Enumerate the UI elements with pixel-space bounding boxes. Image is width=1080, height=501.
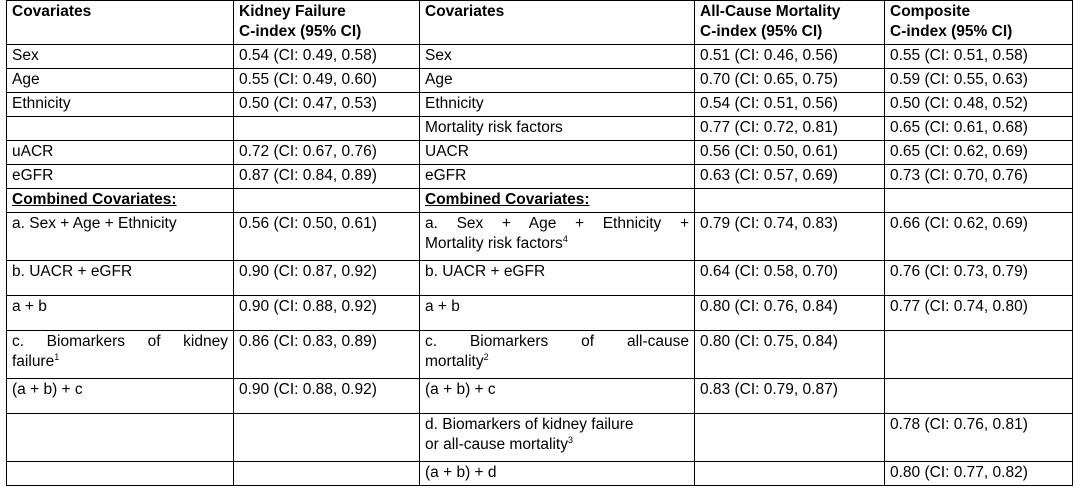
mortality-covariate: a + b	[419, 295, 695, 331]
table-row: Age 0.55 (CI: 0.49, 0.60) Age 0.70 (CI: …	[6, 68, 1073, 93]
kf-covariate: eGFR	[6, 164, 234, 189]
mortality-cindex-empty	[694, 188, 885, 213]
composite-cindex: 0.59 (CI: 0.55, 0.63)	[884, 68, 1073, 93]
mortality-covariate: Sex	[419, 44, 695, 69]
mortality-cindex: 0.54 (CI: 0.51, 0.56)	[694, 92, 885, 117]
mortality-covariate: Ethnicity	[419, 92, 695, 117]
mortality-covariate: a. Sex + Age + Ethnicity + Mortality risk…	[419, 212, 695, 261]
mortality-covariate: UACR	[419, 140, 695, 165]
combined-covariates-heading: Combined Covariates:	[6, 188, 234, 213]
mortality-cindex: 0.80 (CI: 0.76, 0.84)	[694, 295, 885, 331]
mortality-covariate: (a + b) + c	[419, 378, 695, 414]
kf-cindex-empty	[233, 461, 420, 486]
mortality-cindex-empty	[694, 413, 885, 462]
mortality-cindex: 0.83 (CI: 0.79, 0.87)	[694, 378, 885, 414]
kf-covariate: c. Biomarkers of kidney failure1	[6, 330, 234, 379]
mortality-covariate: d. Biomarkers of kidney failure or all-ca…	[419, 413, 695, 462]
header-all-cause-mortality: All-Cause Mortality C-index (95% CI)	[694, 0, 885, 45]
mortality-covariate: Mortality risk factors	[419, 116, 695, 141]
kf-cindex-empty	[233, 413, 420, 462]
kf-cindex: 0.54 (CI: 0.49, 0.58)	[233, 44, 420, 69]
kf-covariate: (a + b) + c	[6, 378, 234, 414]
composite-cindex: 0.76 (CI: 0.73, 0.79)	[884, 260, 1073, 296]
mortality-cindex: 0.56 (CI: 0.50, 0.61)	[694, 140, 885, 165]
table-row: eGFR 0.87 (CI: 0.84, 0.89) eGFR 0.63 (CI…	[6, 164, 1073, 189]
kf-cindex-empty	[233, 116, 420, 141]
mortality-cindex-empty	[694, 461, 885, 486]
mortality-cindex: 0.63 (CI: 0.57, 0.69)	[694, 164, 885, 189]
kf-covariate: Age	[6, 68, 234, 93]
mortality-cindex: 0.80 (CI: 0.75, 0.84)	[694, 330, 885, 379]
kf-covariate-empty	[6, 116, 234, 141]
mortality-covariate: Age	[419, 68, 695, 93]
kf-cindex: 0.87 (CI: 0.84, 0.89)	[233, 164, 420, 189]
kf-covariate: Sex	[6, 44, 234, 69]
table-row: d. Biomarkers of kidney failure or all-ca…	[6, 413, 1073, 462]
table-row: b. UACR + eGFR 0.90 (CI: 0.87, 0.92) b. …	[6, 260, 1073, 296]
kf-cindex: 0.72 (CI: 0.67, 0.76)	[233, 140, 420, 165]
composite-cindex: 0.73 (CI: 0.70, 0.76)	[884, 164, 1073, 189]
mortality-covariate: c. Biomarkers of all-cause mortality2	[419, 330, 695, 379]
composite-cindex: 0.65 (CI: 0.62, 0.69)	[884, 140, 1073, 165]
combined-covariates-heading: Combined Covariates:	[419, 188, 695, 213]
kf-covariate-empty	[6, 461, 234, 486]
header-covariates-kf: Covariates	[6, 0, 234, 45]
composite-cindex: 0.55 (CI: 0.51, 0.58)	[884, 44, 1073, 69]
header-composite: Composite C-index (95% CI)	[884, 0, 1073, 45]
kf-covariate: a. Sex + Age + Ethnicity	[6, 212, 234, 261]
table-row: Ethnicity 0.50 (CI: 0.47, 0.53) Ethnicit…	[6, 92, 1073, 117]
table-row: c. Biomarkers of kidney failure1 0.86 (CI…	[6, 330, 1073, 379]
mortality-cindex: 0.51 (CI: 0.46, 0.56)	[694, 44, 885, 69]
header-covariates-mortality: Covariates	[419, 0, 695, 45]
kf-cindex: 0.90 (CI: 0.87, 0.92)	[233, 260, 420, 296]
kf-cindex: 0.86 (CI: 0.83, 0.89)	[233, 330, 420, 379]
composite-cindex-empty	[884, 378, 1073, 414]
header-kidney-failure: Kidney Failure C-index (95% CI)	[233, 0, 420, 45]
mortality-covariate: eGFR	[419, 164, 695, 189]
kf-cindex-empty	[233, 188, 420, 213]
table-row: a. Sex + Age + Ethnicity 0.56 (CI: 0.50,…	[6, 212, 1073, 261]
kf-covariate: uACR	[6, 140, 234, 165]
kf-cindex: 0.90 (CI: 0.88, 0.92)	[233, 295, 420, 331]
mortality-cindex: 0.70 (CI: 0.65, 0.75)	[694, 68, 885, 93]
kf-covariate: Ethnicity	[6, 92, 234, 117]
kf-cindex: 0.90 (CI: 0.88, 0.92)	[233, 378, 420, 414]
composite-cindex: 0.77 (CI: 0.74, 0.80)	[884, 295, 1073, 331]
table-row: uACR 0.72 (CI: 0.67, 0.76) UACR 0.56 (CI…	[6, 140, 1073, 165]
kf-covariate-empty	[6, 413, 234, 462]
mortality-covariate: b. UACR + eGFR	[419, 260, 695, 296]
composite-cindex: 0.65 (CI: 0.61, 0.68)	[884, 116, 1073, 141]
table-row: a + b 0.90 (CI: 0.88, 0.92) a + b 0.80 (…	[6, 295, 1073, 331]
mortality-cindex: 0.79 (CI: 0.74, 0.83)	[694, 212, 885, 261]
header-row: Covariates Kidney Failure C-index (95% CI…	[6, 0, 1073, 45]
composite-cindex: 0.80 (CI: 0.77, 0.82)	[884, 461, 1073, 486]
kf-cindex: 0.56 (CI: 0.50, 0.61)	[233, 212, 420, 261]
mortality-covariate: (a + b) + d	[419, 461, 695, 486]
composite-cindex: 0.50 (CI: 0.48, 0.52)	[884, 92, 1073, 117]
table-row: (a + b) + c 0.90 (CI: 0.88, 0.92) (a + b…	[6, 378, 1073, 414]
table-row: (a + b) + d 0.80 (CI: 0.77, 0.82)	[6, 461, 1073, 486]
table-row: Sex 0.54 (CI: 0.49, 0.58) Sex 0.51 (CI: …	[6, 44, 1073, 69]
composite-cindex-empty	[884, 188, 1073, 213]
table-row: Combined Covariates: Combined Covariates…	[6, 188, 1073, 213]
kf-covariate: a + b	[6, 295, 234, 331]
composite-cindex: 0.66 (CI: 0.62, 0.69)	[884, 212, 1073, 261]
composite-cindex-empty	[884, 330, 1073, 379]
table-row: Mortality risk factors 0.77 (CI: 0.72, 0…	[6, 116, 1073, 141]
kf-cindex: 0.55 (CI: 0.49, 0.60)	[233, 68, 420, 93]
composite-cindex: 0.78 (CI: 0.76, 0.81)	[884, 413, 1073, 462]
kf-covariate: b. UACR + eGFR	[6, 260, 234, 296]
mortality-cindex: 0.64 (CI: 0.58, 0.70)	[694, 260, 885, 296]
kf-cindex: 0.50 (CI: 0.47, 0.53)	[233, 92, 420, 117]
c-index-table: Covariates Kidney Failure C-index (95% CI…	[6, 0, 1073, 486]
mortality-cindex: 0.77 (CI: 0.72, 0.81)	[694, 116, 885, 141]
